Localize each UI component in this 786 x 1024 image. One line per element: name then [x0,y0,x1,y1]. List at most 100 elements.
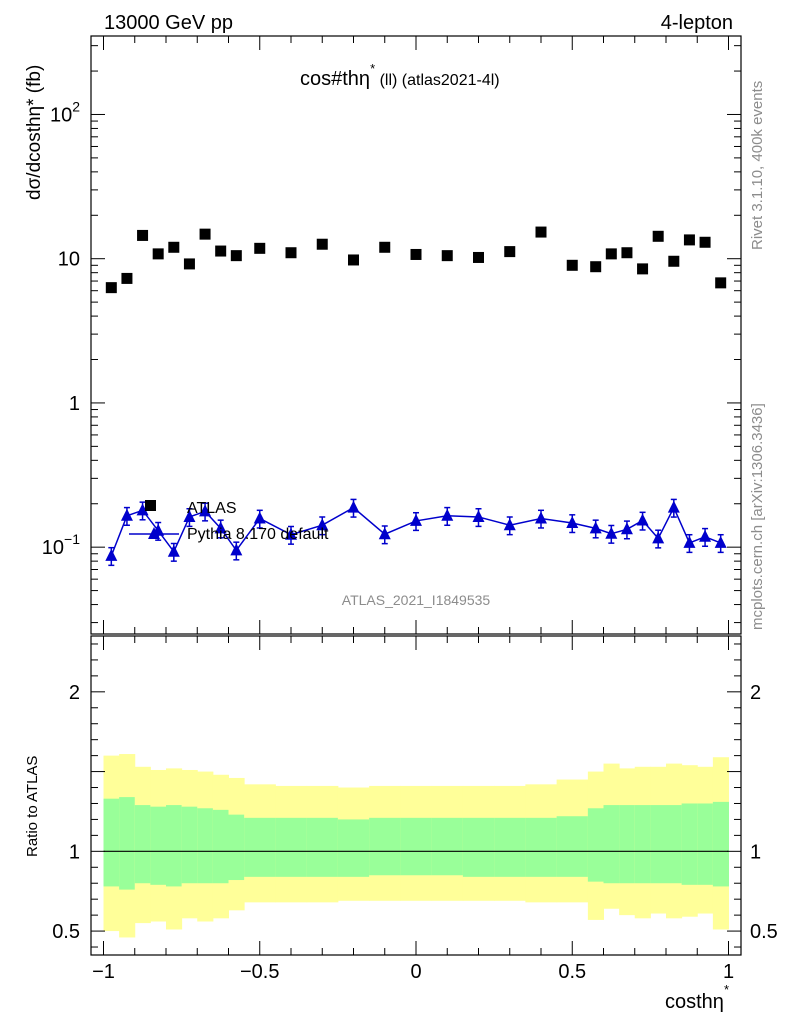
atlas-point [504,246,516,258]
atlas-point [535,226,547,238]
band-inner-bin [119,797,136,890]
pythia-point [378,527,391,540]
analysis-watermark: ATLAS_2021_I1849535 [342,592,491,608]
atlas-point [105,282,117,294]
upper-y-tick-label: 10−1 [42,531,80,559]
rivet-label: Rivet 3.1.10, 400k events [749,81,766,250]
band-inner-bin [619,805,636,884]
pythia-point [214,521,227,534]
legend-pythia-marker [148,527,160,539]
band-inner-bin [212,809,229,884]
tick-base: 10 [50,104,72,126]
band-inner-bin [603,805,620,884]
axes [90,35,742,956]
tick-exponent: −1 [64,531,80,547]
band-inner-bin [244,817,276,877]
pythia-point [316,518,329,531]
band-inner-bin [400,817,433,876]
atlas-point [285,247,297,259]
band-inner-bin [228,814,245,881]
tick-base: 10 [42,537,64,559]
pythia-point [105,548,118,561]
band-inner-bin [134,805,151,884]
atlas-point [121,272,133,284]
pythia-point [667,500,680,513]
x-axis-title: costhη* [665,982,729,1013]
upper-y-tick-label: 10 [58,249,80,271]
lower-y-tick-label-right: 2 [750,682,761,704]
band-inner-bin [494,817,526,877]
legend: ATLAS Pythia 8.170 default [129,500,329,543]
band-inner-bin [166,805,183,887]
atlas-point [621,247,633,259]
atlas-point [168,241,180,253]
pythia-point [652,531,665,544]
x-tick-label: 1 [723,961,734,983]
band-inner-bin [181,806,198,884]
upper-y-tick-label: 1 [69,393,80,415]
band-inner-bin [666,805,683,884]
band-inner-bin [681,803,698,885]
ratio-bands [103,754,729,938]
atlas-point [566,259,578,271]
x-tick-label: −0.5 [240,961,279,983]
pythia-point [620,522,633,535]
atlas-point [637,263,649,275]
pythia-point [167,544,180,557]
pythia-point [230,543,243,556]
atlas-point [348,254,359,266]
pythia-point [605,526,618,539]
atlas-point [410,248,422,260]
header-left: 13000 GeV pp [104,12,233,34]
lower-y-tick-label-left: 1 [69,841,80,863]
band-inner-bin [587,808,604,882]
atlas-point [652,230,664,242]
lower-y-tick-label-left: 0.5 [52,921,80,943]
band-inner-bin [197,808,214,884]
band-inner-bin [306,817,339,877]
band-inner-bin [712,801,729,887]
pythia-point [636,513,649,526]
pythia-point [535,511,547,524]
legend-pythia-label: Pythia 8.170 default [187,526,329,543]
band-inner-bin [697,803,714,885]
pythia-point [347,500,360,513]
legend-atlas-label: ATLAS [187,500,237,517]
lower-y-tick-label-right: 1 [750,841,761,863]
atlas-point [683,234,695,246]
lower-y-tick-label-left: 2 [69,682,80,704]
pythia-point [120,508,133,521]
atlas-point [230,250,242,262]
pythia-point [714,535,727,548]
upper-series [105,226,727,567]
atlas-point [183,258,195,270]
legend-atlas-marker [145,500,156,511]
band-inner-bin [150,806,167,885]
x-tick-label: 0 [410,961,421,983]
pythia-point [183,509,196,522]
upper-ylabel: dσ/dcosthη* (fb) [24,65,45,200]
x-axis-title-main: costhη [665,991,724,1013]
atlas-point [668,255,680,267]
band-inner-bin [337,819,370,877]
pythia-point [566,516,579,529]
atlas-point [715,277,727,289]
pythia-point [683,535,696,548]
upper-y-tick-label: 102 [50,98,80,126]
pythia-point [699,529,712,542]
pythia-point [285,527,297,540]
mcplots-label: mcplots.cern.ch [arXiv:1306.3436] [749,403,766,630]
band-inner-bin [634,805,651,884]
atlas-point [215,245,227,257]
atlas-point [590,261,602,273]
plot-title-sup: * [370,61,375,76]
x-tick-label: −1 [92,961,115,983]
atlas-point [152,248,164,260]
upper-frame [90,35,742,635]
band-inner-bin [525,817,558,877]
plot-title-main: cos#thη [300,68,370,90]
lower-ylabel: Ratio to ATLAS [24,756,41,857]
band-inner-bin [462,817,495,877]
